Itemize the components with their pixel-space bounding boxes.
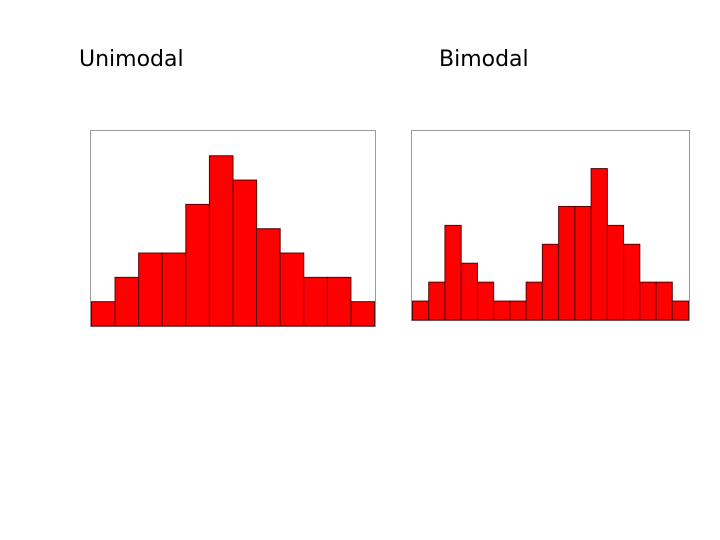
- bimodal-bar-3: [444, 224, 462, 321]
- bimodal-bar-14: [623, 243, 641, 321]
- unimodal-bar-11: [326, 276, 352, 327]
- bimodal-bar-11: [574, 205, 592, 321]
- unimodal-bar-2: [114, 276, 140, 327]
- unimodal-bar-9: [279, 252, 305, 327]
- unimodal-bar-12: [350, 301, 376, 327]
- bimodal-bar-9: [541, 243, 560, 321]
- bimodal-bar-4: [460, 262, 478, 321]
- bimodal-bar-5: [476, 281, 495, 321]
- histogram-unimodal-plot: [90, 155, 376, 327]
- chart-title-unimodal: Unimodal: [79, 47, 184, 72]
- unimodal-bar-3: [138, 252, 163, 327]
- histogram-bimodal-plot: [411, 168, 690, 321]
- unimodal-bar-10: [303, 276, 328, 327]
- bimodal-bar-17: [671, 300, 690, 321]
- chart-title-bimodal: Bimodal: [439, 47, 529, 72]
- bimodal-bar-16: [655, 281, 673, 321]
- bimodal-bar-6: [493, 300, 511, 321]
- bimodal-bar-13: [606, 224, 625, 321]
- histogram-unimodal: [90, 130, 376, 327]
- bimodal-bar-2: [428, 281, 446, 321]
- bimodal-bar-1: [411, 300, 430, 321]
- histogram-bimodal: [411, 130, 690, 321]
- bimodal-bar-15: [639, 281, 657, 321]
- bimodal-bar-12: [590, 168, 608, 321]
- unimodal-bar-5: [185, 203, 210, 327]
- bimodal-bar-7: [509, 300, 527, 321]
- bimodal-bar-8: [525, 281, 543, 321]
- unimodal-bar-7: [232, 179, 258, 327]
- unimodal-bar-1: [90, 301, 116, 327]
- unimodal-bar-6: [208, 155, 234, 327]
- unimodal-bar-8: [256, 228, 281, 327]
- bimodal-bar-10: [558, 205, 576, 321]
- unimodal-bar-4: [161, 252, 187, 327]
